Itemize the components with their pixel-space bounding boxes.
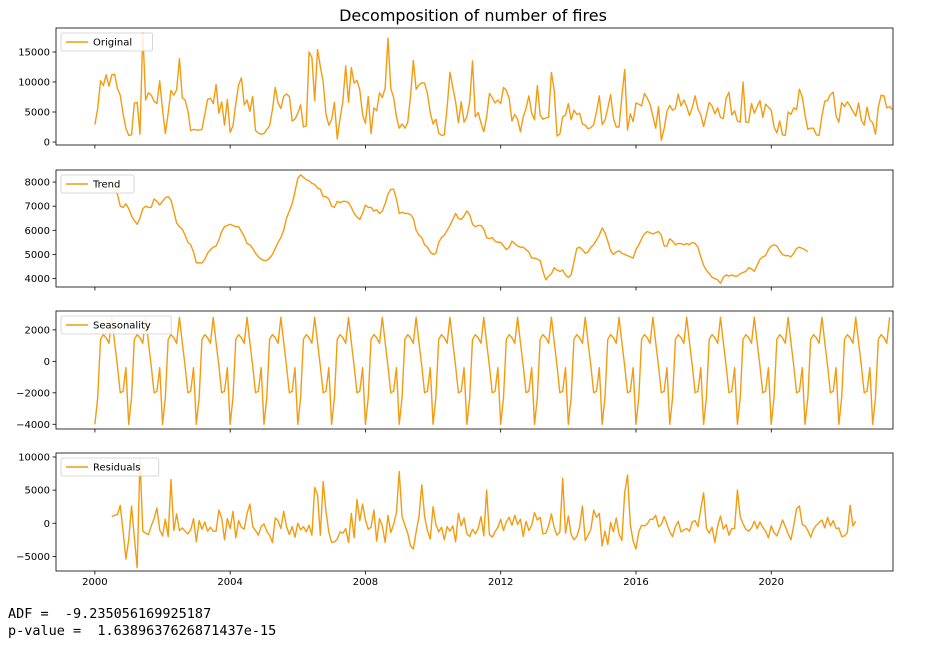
panel-seasonality: −4000 −2000 0 2000 Seasonality [16,310,894,433]
p-value: p-value = 1.6389637626871437e-15 [8,623,277,639]
chart-title: Decomposition of number of fires [339,6,607,25]
legend-box [60,457,160,477]
y-tick-label: 10000 [18,452,50,463]
y-tick-label: 0 [44,357,50,368]
adf-value: ADF = -9.235056169925187 [8,606,212,622]
y-tick-label: 7000 [25,202,50,213]
y-tick-label: 4000 [25,274,50,285]
axes-frame [55,452,894,572]
y-tick-label: 10000 [18,78,50,89]
y-tick-label: −2000 [16,388,50,399]
legend: Seasonality [60,315,172,335]
y-tick-label: 5000 [25,108,50,119]
x-tick-label: 2012 [488,577,513,588]
x-tick-label: 2004 [217,577,242,588]
axes-frame [55,27,894,146]
series-line-seasonality [94,316,891,425]
y-tick-label: 5000 [25,486,50,497]
legend-label: Trend [92,180,120,191]
stats-output: ADF = -9.235056169925187 p-value = 1.6389… [8,606,276,640]
legend: Original [60,32,153,52]
decomposition-figure: Decomposition of number of fires 0 5000 10… [16,6,894,588]
legend-label: Seasonality [93,321,151,332]
legend-box [60,315,172,335]
axes-frame [55,310,894,430]
y-tick-label: 0 [44,519,50,530]
legend: Residuals [60,457,160,477]
y-tick-label: 2000 [25,325,50,336]
panel-trend: 4000 5000 6000 7000 8000 Trend [25,169,894,291]
series-line-original [94,32,893,141]
y-tick-label: 5000 [25,250,50,261]
legend-box [60,32,153,52]
y-tick-label: 8000 [25,178,50,189]
series-line-residuals [111,457,857,569]
y-tick-label: 0 [44,138,50,149]
y-tick-label: 6000 [25,226,50,237]
y-tick-label: −4000 [16,420,50,431]
panel-residuals: −5000 0 5000 10000 2000 2004 2008 2012 2016 2020 R… [16,452,894,588]
x-tick-label: 2020 [759,577,784,588]
legend-label: Residuals [93,463,140,474]
y-tick-label: 15000 [18,48,50,59]
x-tick-label: 2008 [353,577,378,588]
series-line-trend [111,174,809,285]
legend: Trend [60,174,135,194]
panels: 0 5000 10000 15000 Original 4000 5000 6000 7000 8… [16,27,894,588]
legend-box [60,174,135,194]
legend-label: Original [93,38,132,49]
axes-frame [55,169,894,288]
y-tick-label: −5000 [16,552,50,563]
panel-original: 0 5000 10000 15000 Original [18,27,894,149]
x-tick-label: 2000 [82,577,107,588]
x-tick-label: 2016 [623,577,648,588]
